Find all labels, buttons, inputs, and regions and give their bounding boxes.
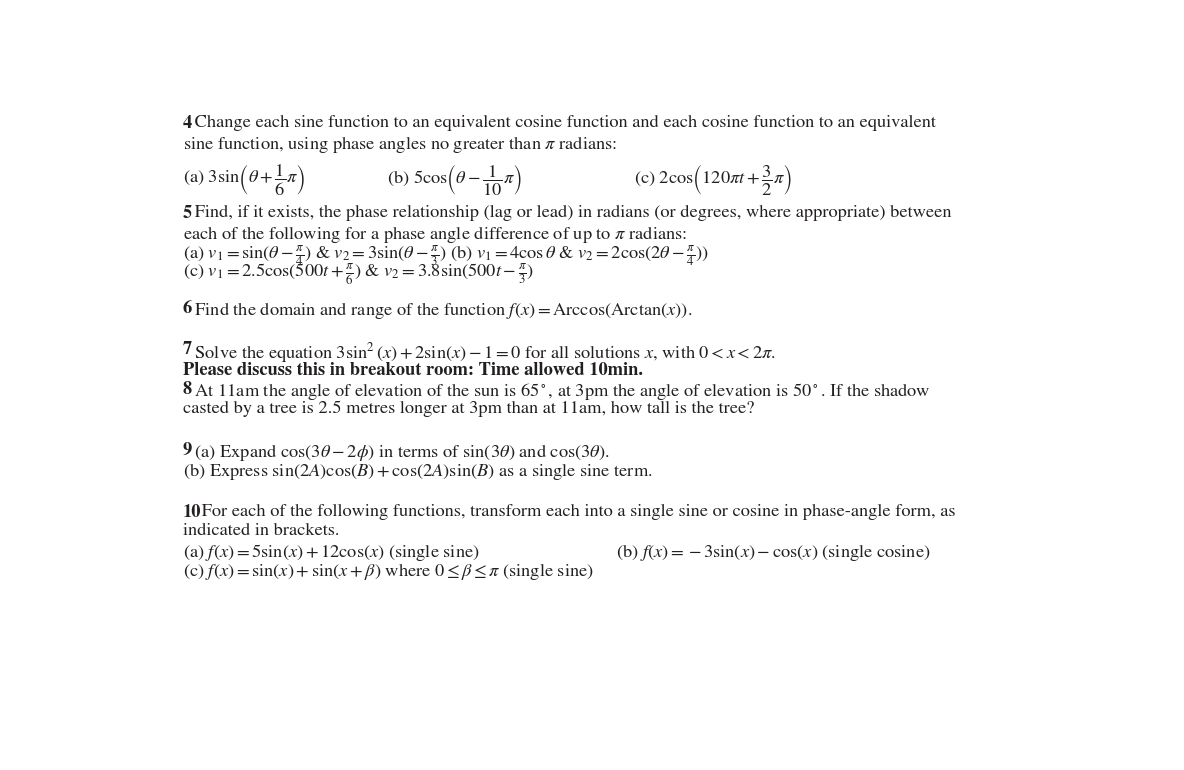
Text: sine function, using phase angles no greater than $\pi$ radians:: sine function, using phase angles no gre…	[182, 134, 617, 155]
Text: (c) $2\cos\!\left(120\pi t + \dfrac{3}{2}\pi\right)$: (c) $2\cos\!\left(120\pi t + \dfrac{3}{2…	[635, 162, 792, 197]
Text: (b) $f(x) = -3\sin(x) - \cos(x)$ (single cosine): (b) $f(x) = -3\sin(x) - \cos(x)$ (single…	[616, 542, 931, 564]
Text: At 11am the angle of elevation of the sun is $65^\circ$, at 3pm the angle of ele: At 11am the angle of elevation of the su…	[189, 381, 931, 402]
Text: Please discuss this in breakout room: Time allowed 10min.: Please discuss this in breakout room: Ti…	[182, 362, 643, 379]
Text: (a) $f(x) = 5\sin(x) + 12\cos(x)$ (single sine): (a) $f(x) = 5\sin(x) + 12\cos(x)$ (singl…	[182, 542, 480, 564]
Text: 6: 6	[182, 300, 192, 317]
Text: 4: 4	[182, 115, 192, 132]
Text: 10: 10	[182, 504, 201, 521]
Text: 8: 8	[182, 381, 192, 398]
Text: each of the following for a phase angle difference of up to $\pi$ radians:: each of the following for a phase angle …	[182, 224, 687, 245]
Text: (a) $3\sin\!\left(\theta + \dfrac{1}{6}\pi\right)$: (a) $3\sin\!\left(\theta + \dfrac{1}{6}\…	[182, 162, 305, 197]
Text: (a) $v_1 = \sin(\theta - \frac{\pi}{4})$ & $v_2 = 3\sin(\theta - \frac{\pi}{3})$: (a) $v_1 = \sin(\theta - \frac{\pi}{4})$…	[182, 243, 709, 268]
Text: 9: 9	[182, 442, 192, 459]
Text: Find the domain and range of the function $f(x) = \mathrm{Arccos}(\mathrm{Arctan: Find the domain and range of the functio…	[191, 300, 693, 321]
Text: casted by a tree is 2.5 metres longer at 3pm than at 11am, how tall is the tree?: casted by a tree is 2.5 metres longer at…	[182, 400, 754, 417]
Text: Find, if it exists, the phase relationship (lag or lead) in radians (or degrees,: Find, if it exists, the phase relationsh…	[189, 205, 952, 221]
Text: Solve the equation $3\sin^2(x) + 2\sin(x) - 1 = 0$ for all solutions $x$, with $: Solve the equation $3\sin^2(x) + 2\sin(x…	[191, 341, 776, 366]
Text: (c) $v_1 = 2.5\cos(500t + \frac{\pi}{6})$ & $v_2 = 3.8\sin(500t - \frac{\pi}{3}): (c) $v_1 = 2.5\cos(500t + \frac{\pi}{6})…	[182, 261, 534, 287]
Text: indicated in brackets.: indicated in brackets.	[182, 524, 340, 540]
Text: 7: 7	[182, 341, 192, 358]
Text: Change each sine function to an equivalent cosine function and each cosine funct: Change each sine function to an equivale…	[191, 115, 935, 131]
Text: (b) Express $\sin(2A)\cos(B) + \cos(2A)\sin(B)$ as a single sine term.: (b) Express $\sin(2A)\cos(B) + \cos(2A)\…	[182, 461, 652, 482]
Text: (b) $5\cos\!\left(\theta - \dfrac{1}{10}\pi\right)$: (b) $5\cos\!\left(\theta - \dfrac{1}{10}…	[386, 162, 521, 197]
Text: (c) $f(x) = \sin(x) + \sin(x + \beta)$ where $0 \leq \beta \leq \pi$ (single sin: (c) $f(x) = \sin(x) + \sin(x + \beta)$ w…	[182, 561, 593, 582]
Text: For each of the following functions, transform each into a single sine or cosine: For each of the following functions, tra…	[198, 504, 955, 521]
Text: (a) Expand $\cos(3\theta - 2\phi)$ in terms of $\sin(3\theta)$ and $\cos(3\theta: (a) Expand $\cos(3\theta - 2\phi)$ in te…	[191, 442, 610, 464]
Text: 5: 5	[182, 205, 192, 222]
